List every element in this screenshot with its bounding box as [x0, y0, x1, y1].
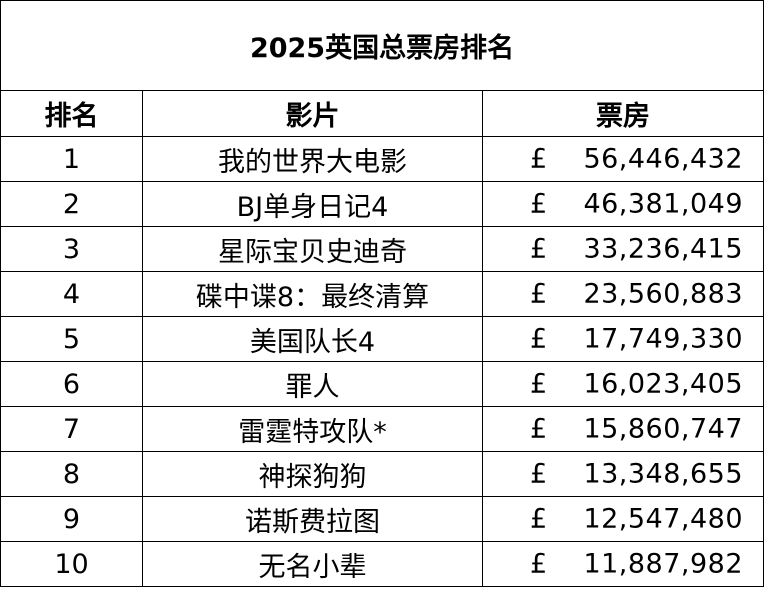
currency-symbol: £	[530, 368, 548, 400]
table-row: 1 我的世界大电影 £ 56,446,432	[0, 136, 764, 182]
gross-cell[interactable]: £ 16,023,405	[481, 361, 764, 407]
rank-cell[interactable]: 8	[0, 451, 143, 497]
film-cell[interactable]: 美国队长4	[142, 316, 483, 362]
film-cell[interactable]: 罪人	[142, 361, 483, 407]
film-cell[interactable]: BJ单身日记4	[142, 181, 483, 227]
film-cell[interactable]: 碟中谍8：最终清算	[142, 271, 483, 317]
gross-amount: 16,023,405	[583, 368, 744, 400]
header-row: 排名 影片 票房	[0, 90, 764, 137]
title-row: 2025英国总票房排名	[0, 0, 764, 91]
currency-symbol: £	[530, 233, 548, 265]
currency-symbol: £	[530, 323, 548, 355]
currency-symbol: £	[530, 143, 548, 175]
film-cell[interactable]: 神探狗狗	[142, 451, 483, 497]
film-cell[interactable]: 我的世界大电影	[142, 136, 483, 182]
gross-amount: 33,236,415	[583, 233, 744, 265]
currency-symbol: £	[530, 278, 548, 310]
table-title[interactable]: 2025英国总票房排名	[0, 0, 764, 91]
currency-symbol: £	[530, 458, 548, 490]
rank-cell[interactable]: 7	[0, 406, 143, 452]
rank-cell[interactable]: 2	[0, 181, 143, 227]
header-rank[interactable]: 排名	[0, 90, 143, 137]
gross-amount: 15,860,747	[583, 413, 744, 445]
rank-cell[interactable]: 6	[0, 361, 143, 407]
gross-amount: 46,381,049	[583, 188, 744, 220]
table-row: 2 BJ单身日记4 £ 46,381,049	[0, 181, 764, 227]
rank-cell[interactable]: 1	[0, 136, 143, 182]
table-row: 7 雷霆特攻队* £ 15,860,747	[0, 406, 764, 452]
film-cell[interactable]: 雷霆特攻队*	[142, 406, 483, 452]
currency-symbol: £	[530, 503, 548, 535]
gross-cell[interactable]: £ 46,381,049	[481, 181, 764, 227]
table-row: 9 诺斯费拉图 £ 12,547,480	[0, 496, 764, 542]
gross-amount: 17,749,330	[583, 323, 744, 355]
gross-cell[interactable]: £ 17,749,330	[481, 316, 764, 362]
gross-amount: 56,446,432	[583, 143, 744, 175]
gross-cell[interactable]: £ 13,348,655	[481, 451, 764, 497]
gross-cell[interactable]: £ 15,860,747	[481, 406, 764, 452]
currency-symbol: £	[530, 188, 548, 220]
gross-cell[interactable]: £ 23,560,883	[481, 271, 764, 317]
table-row: 6 罪人 £ 16,023,405	[0, 361, 764, 407]
table-row: 8 神探狗狗 £ 13,348,655	[0, 451, 764, 497]
film-cell[interactable]: 星际宝贝史迪奇	[142, 226, 483, 272]
gross-cell[interactable]: £ 33,236,415	[481, 226, 764, 272]
gross-amount: 23,560,883	[583, 278, 744, 310]
gross-amount: 13,348,655	[583, 458, 744, 490]
gross-amount: 11,887,982	[583, 548, 744, 580]
rank-cell[interactable]: 10	[0, 541, 143, 587]
film-cell[interactable]: 无名小辈	[142, 541, 483, 587]
table-row: 4 碟中谍8：最终清算 £ 23,560,883	[0, 271, 764, 317]
currency-symbol: £	[530, 548, 548, 580]
gross-cell[interactable]: £ 11,887,982	[481, 541, 764, 587]
rank-cell[interactable]: 5	[0, 316, 143, 362]
gross-amount: 12,547,480	[583, 503, 744, 535]
film-cell[interactable]: 诺斯费拉图	[142, 496, 483, 542]
gross-cell[interactable]: £ 56,446,432	[481, 136, 764, 182]
rank-cell[interactable]: 9	[0, 496, 143, 542]
currency-symbol: £	[530, 413, 548, 445]
rank-cell[interactable]: 3	[0, 226, 143, 272]
table-row: 3 星际宝贝史迪奇 £ 33,236,415	[0, 226, 764, 272]
rank-cell[interactable]: 4	[0, 271, 143, 317]
gross-cell[interactable]: £ 12,547,480	[481, 496, 764, 542]
header-gross[interactable]: 票房	[481, 90, 764, 137]
header-film[interactable]: 影片	[142, 90, 483, 137]
table-row: 10 无名小辈 £ 11,887,982	[0, 541, 764, 587]
table-row: 5 美国队长4 £ 17,749,330	[0, 316, 764, 362]
